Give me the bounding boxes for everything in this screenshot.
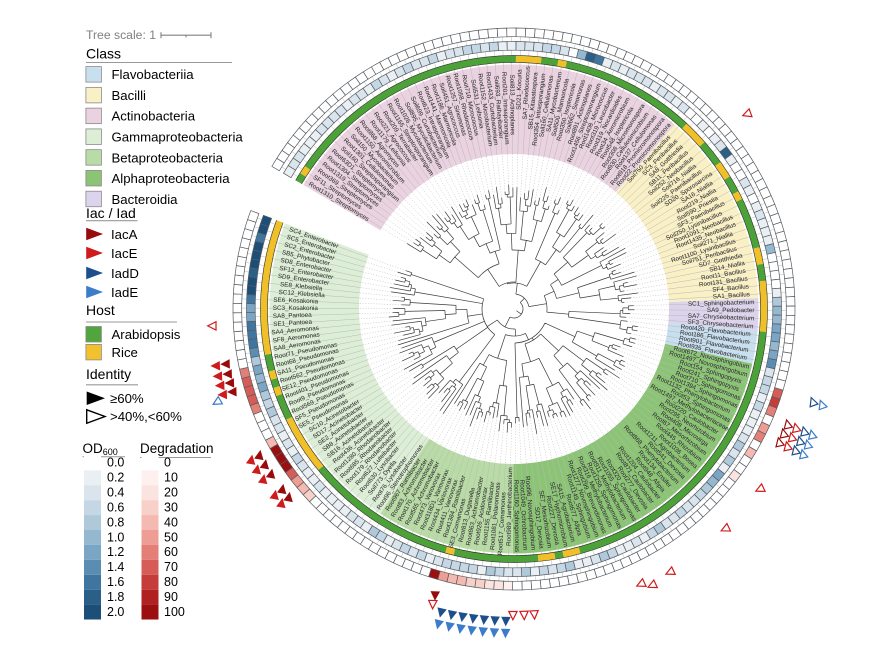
svg-text:IacA: IacA xyxy=(111,227,138,242)
svg-text:40: 40 xyxy=(164,515,178,529)
svg-text:Actinobacteria: Actinobacteria xyxy=(112,109,196,124)
svg-text:0.4: 0.4 xyxy=(107,486,124,500)
svg-text:30: 30 xyxy=(164,500,178,514)
svg-text:SD17_Devosia: SD17_Devosia xyxy=(533,507,545,550)
svg-text:0: 0 xyxy=(164,456,171,470)
svg-text:>40%,<60%: >40%,<60% xyxy=(110,409,182,424)
svg-text:SE8_Klebsiella: SE8_Klebsiella xyxy=(280,281,323,292)
svg-text:Soil693_Rathayibacter: Soil693_Rathayibacter xyxy=(492,75,504,139)
svg-text:90: 90 xyxy=(164,590,178,604)
svg-text:10: 10 xyxy=(164,471,178,485)
svg-text:SA7_Chryseobacterium: SA7_Chryseobacterium xyxy=(688,313,755,323)
svg-text:Iac / Iad: Iac / Iad xyxy=(86,205,136,221)
svg-text:SE1_Pantoea: SE1_Pantoea xyxy=(273,319,313,329)
svg-text:SA1_Bacillus: SA1_Bacillus xyxy=(713,291,750,300)
svg-text:Gammaproteobacteria: Gammaproteobacteria xyxy=(112,130,244,145)
svg-text:Host: Host xyxy=(86,302,115,318)
svg-text:60: 60 xyxy=(164,545,178,559)
svg-text:Bacteroidia: Bacteroidia xyxy=(112,192,179,207)
svg-text:0.2: 0.2 xyxy=(107,471,124,485)
svg-text:Root201_Intrasporangium: Root201_Intrasporangium xyxy=(500,72,510,145)
svg-text:Root1049_Ochrobactrum: Root1049_Ochrobactrum xyxy=(518,480,528,551)
svg-text:SF4_Bacillus: SF4_Bacillus xyxy=(712,283,749,293)
svg-text:IadD: IadD xyxy=(111,266,139,281)
svg-text:IacE: IacE xyxy=(111,246,138,261)
svg-text:1.4: 1.4 xyxy=(107,560,124,574)
svg-text:Alphaproteobacteria: Alphaproteobacteria xyxy=(112,171,231,186)
svg-text:1.6: 1.6 xyxy=(107,575,124,589)
svg-text:SA9_Pedobacter: SA9_Pedobacter xyxy=(707,307,755,314)
svg-text:Flavobacteriia: Flavobacteriia xyxy=(112,67,195,82)
svg-text:1.0: 1.0 xyxy=(107,530,124,544)
svg-text:0.6: 0.6 xyxy=(107,500,124,514)
svg-text:SC3_Kosakonia: SC3_Kosakonia xyxy=(273,305,319,312)
svg-text:Arabidopsis: Arabidopsis xyxy=(112,327,181,342)
svg-text:SD21_Kocuria: SD21_Kocuria xyxy=(516,69,524,110)
svg-text:Degradation: Degradation xyxy=(140,441,214,456)
svg-text:70: 70 xyxy=(164,560,178,574)
svg-text:SA7_Rhodococcus: SA7_Rhodococcus xyxy=(522,66,532,120)
svg-text:Betaproteobacteria: Betaproteobacteria xyxy=(112,150,224,165)
svg-text:0.8: 0.8 xyxy=(107,515,124,529)
svg-text:50: 50 xyxy=(164,530,178,544)
svg-text:20: 20 xyxy=(164,486,178,500)
svg-text:100: 100 xyxy=(164,605,185,619)
svg-text:SF3_Chryseobacterium: SF3_Chryseobacterium xyxy=(687,319,753,331)
svg-text:SE6_Kosakonia: SE6_Kosakonia xyxy=(273,297,319,306)
svg-text:Root517_Comamonas: Root517_Comamonas xyxy=(497,492,507,555)
svg-text:IadE: IadE xyxy=(111,285,138,300)
svg-text:SA8_Pantoea: SA8_Pantoea xyxy=(273,312,313,320)
svg-text:2.0: 2.0 xyxy=(107,605,124,619)
svg-text:SC12_Klebsiella: SC12_Klebsiella xyxy=(278,289,325,299)
svg-text:Class: Class xyxy=(86,46,121,62)
svg-text:SC1_Sphingobacterium: SC1_Sphingobacterium xyxy=(688,299,755,308)
svg-text:≥60%: ≥60% xyxy=(110,391,144,406)
svg-text:Root989_Janthinobacterium: Root989_Janthinobacterium xyxy=(506,467,515,546)
svg-text:Root1160_Sphingomonas: Root1160_Sphingomonas xyxy=(512,480,520,552)
svg-text:Rice: Rice xyxy=(112,345,138,360)
svg-text:SA4_Aeromonas: SA4_Aeromonas xyxy=(271,325,319,337)
svg-text:80: 80 xyxy=(164,575,178,589)
svg-text:Tree scale: 1: Tree scale: 1 xyxy=(86,28,156,42)
svg-text:Bacilli: Bacilli xyxy=(112,88,147,103)
svg-text:1.2: 1.2 xyxy=(107,545,124,559)
svg-text:1.8: 1.8 xyxy=(107,590,124,604)
svg-text:Soil813_Actinoplanes: Soil813_Actinoplanes xyxy=(508,74,516,135)
svg-text:0.0: 0.0 xyxy=(107,456,124,470)
svg-text:Identity: Identity xyxy=(86,366,131,382)
